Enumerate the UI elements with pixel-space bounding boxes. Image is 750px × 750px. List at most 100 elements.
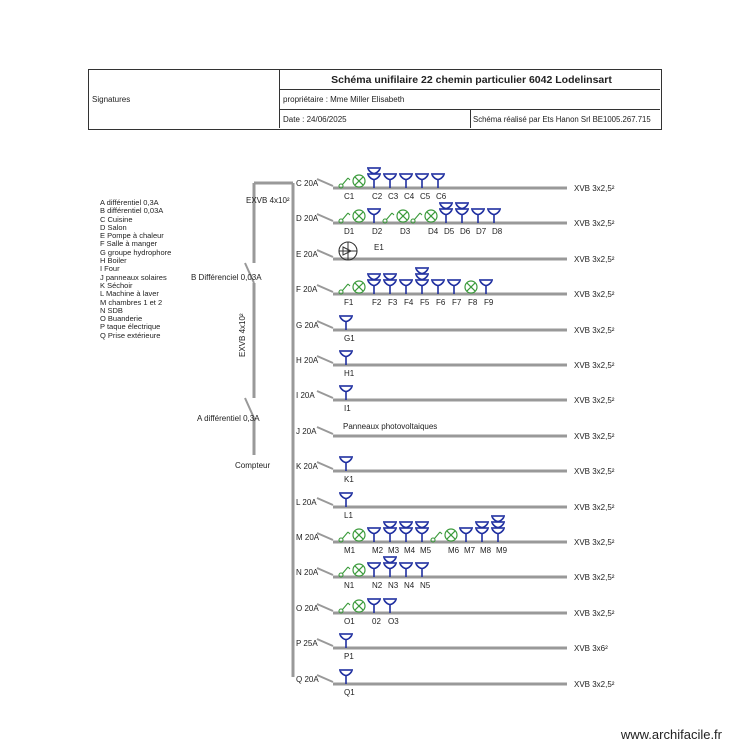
device-label: H1: [344, 369, 355, 378]
device-label: C2: [372, 192, 383, 201]
switch-icon: [338, 531, 351, 543]
device-label: C1: [344, 192, 355, 201]
socket-icon: [383, 173, 397, 188]
double-icon: [367, 167, 381, 188]
circuit-row: [316, 633, 567, 650]
diff-b-switch: [244, 262, 255, 284]
breaker-contact: [316, 461, 334, 470]
breaker-contact: [316, 603, 334, 612]
device-label: F2: [372, 298, 382, 307]
lamp-icon: [352, 280, 366, 294]
legend-item: F Salle à manger: [100, 239, 158, 249]
socket-icon: [431, 173, 445, 188]
double-icon: [383, 556, 397, 577]
lamp-icon: [396, 209, 410, 223]
circuit-row: [316, 598, 567, 615]
socket-icon: [367, 208, 381, 223]
device-label: 02: [372, 617, 381, 626]
date-cell: Date : 24/06/2025: [280, 110, 471, 128]
device-label: D8: [492, 227, 503, 236]
device-label: D4: [428, 227, 439, 236]
cable-label: XVB 3x2,5²: [574, 573, 615, 582]
device-label: F4: [404, 298, 414, 307]
switch-icon: [338, 283, 351, 295]
socket-icon: [339, 385, 353, 400]
double-icon: [367, 273, 381, 294]
device-label: D1: [344, 227, 355, 236]
title-cell: Schéma unifilaire 22 chemin particulier …: [280, 70, 660, 90]
lamp-icon: [424, 209, 438, 223]
device-label: L1: [344, 511, 353, 520]
diff-a-label: A différentiel 0,3A: [197, 414, 260, 423]
socket-icon: [399, 562, 413, 577]
cable-label: XVB 3x2,5²: [574, 467, 615, 476]
device-label: N4: [404, 581, 415, 590]
device-label: F7: [452, 298, 462, 307]
device-label: M3: [388, 546, 400, 555]
cable-label: XVB 3x2,5²: [574, 538, 615, 547]
device-label: M7: [464, 546, 476, 555]
device-label: N3: [388, 581, 399, 590]
circuit-row: [316, 202, 567, 225]
device-label: M2: [372, 546, 384, 555]
legend-item: H Boiler: [100, 256, 127, 266]
breaker-label: I 20A: [296, 391, 315, 400]
socket-icon: [339, 669, 353, 684]
breaker-label: H 20A: [296, 356, 319, 365]
socket-icon: [487, 208, 501, 223]
breaker-label: J 20A: [296, 427, 317, 436]
cable-label: XVB 3x2,5²: [574, 680, 615, 689]
cable-label: XVB 3x2,5²: [574, 326, 615, 335]
socket-icon: [399, 173, 413, 188]
breaker-label: M 20A: [296, 533, 320, 542]
lamp-icon: [352, 563, 366, 577]
socket-icon: [479, 279, 493, 294]
diff-b-label: B Différenciel 0,03A: [191, 273, 262, 282]
device-label: F3: [388, 298, 398, 307]
breaker-label: K 20A: [296, 462, 318, 471]
circuit-row: [316, 426, 567, 438]
device-label: F9: [484, 298, 494, 307]
cable-label: XVB 3x2,5²: [574, 184, 615, 193]
legend-item: E Pompe à chaleur: [100, 231, 164, 241]
switch-icon: [382, 212, 395, 224]
legend-item: N SDB: [100, 305, 123, 315]
diagram-title: Schéma unifilaire 22 chemin particulier …: [331, 73, 612, 86]
lamp-icon: [464, 280, 478, 294]
device-label: K1: [344, 475, 354, 484]
legend-item: O Buanderie: [100, 314, 143, 324]
device-label: P1: [344, 652, 354, 661]
device-label: O1: [344, 617, 355, 626]
circuit-legend: A différentiel 0,3A B différentiel 0,03A C…: [100, 198, 172, 340]
lamp-icon: [352, 174, 366, 188]
legend-item: I Four: [100, 264, 120, 274]
socket-icon: [339, 456, 353, 471]
cable-label: XVB 3x2,5²: [574, 290, 615, 299]
breaker-contact: [316, 532, 334, 541]
circuit-row: [316, 267, 567, 296]
circuit-note: Panneaux photovoltaiques: [343, 422, 437, 431]
owner-text: propriétaire : Mme Miller Elisabeth: [283, 95, 405, 104]
breaker-label: L 20A: [296, 498, 317, 507]
legend-item: Q Prise extérieure: [100, 330, 161, 340]
circuit-row: [316, 515, 567, 544]
legend-item: K Séchoir: [100, 280, 133, 290]
switch-icon: [430, 531, 443, 543]
cable-label: XVB 3x2,5²: [574, 219, 615, 228]
socket-icon: [339, 315, 353, 330]
cable-label: XVB 3x2,5²: [574, 396, 615, 405]
device-label: C4: [404, 192, 415, 201]
socket-icon: [339, 633, 353, 648]
breaker-contact: [316, 284, 334, 293]
watermark: www.archifacile.fr: [620, 727, 722, 742]
signatures-cell: Signatures: [89, 70, 280, 128]
lamp-icon: [352, 599, 366, 613]
breaker-contact: [316, 567, 334, 576]
socket-icon: [339, 350, 353, 365]
lamp-icon: [444, 528, 458, 542]
legend-item: G groupe hydrophore: [100, 247, 172, 257]
device-label: M1: [344, 546, 356, 555]
breaker-contact: [316, 355, 334, 364]
lamp-icon: [352, 528, 366, 542]
socket-icon: [447, 279, 461, 294]
